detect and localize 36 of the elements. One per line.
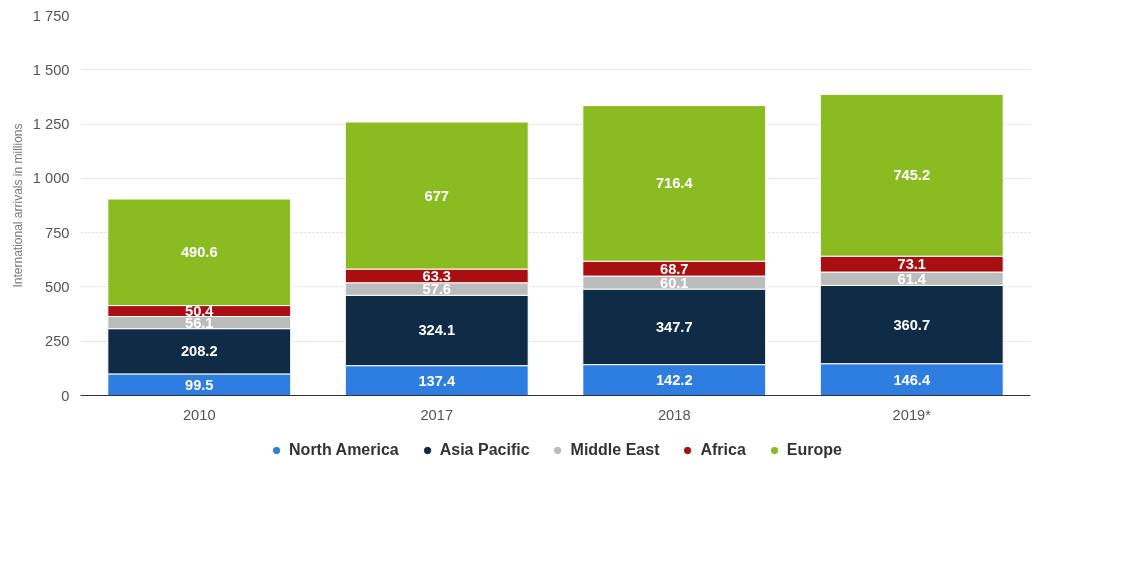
- y-tick-label: 1 500: [32, 61, 70, 78]
- data-label: 716.4: [655, 175, 694, 192]
- legend-label: Africa: [700, 441, 746, 459]
- data-label: 146.4: [893, 371, 931, 388]
- legend-label: Europe: [786, 441, 842, 459]
- x-tick-label: 2018: [657, 406, 691, 423]
- data-label: 60.1: [659, 274, 689, 291]
- data-label: 61.4: [897, 270, 927, 287]
- data-label: 347.7: [655, 318, 693, 335]
- data-label: 73.1: [897, 256, 927, 273]
- y-tick-label: 750: [45, 224, 70, 241]
- data-label: 99.5: [184, 376, 214, 393]
- data-label: 142.2: [655, 372, 693, 389]
- y-axis-title: International arrivals in millions: [10, 123, 25, 288]
- data-label: 745.2: [893, 167, 931, 184]
- y-tick-label: 500: [45, 278, 70, 295]
- y-tick-label: 1 250: [32, 116, 70, 133]
- data-label: 63.3: [422, 267, 452, 284]
- data-label: 324.1: [418, 322, 456, 339]
- data-label: 208.2: [180, 343, 218, 360]
- x-tick-label: 2010: [182, 406, 216, 423]
- data-label: 360.7: [893, 316, 931, 333]
- data-label: 677: [424, 187, 449, 204]
- legend-label: Asia Pacific: [439, 441, 530, 459]
- x-tick-label: 2017: [420, 406, 454, 423]
- data-label: 68.7: [659, 260, 689, 277]
- y-tick-label: 1 000: [32, 170, 70, 187]
- legend-label: North America: [289, 441, 399, 459]
- data-label: 137.4: [418, 372, 456, 389]
- legend-label: Middle East: [570, 441, 660, 459]
- y-tick-label: 0: [61, 387, 70, 404]
- x-tick-label: 2019*: [892, 406, 932, 423]
- data-label: 57.6: [422, 281, 452, 298]
- data-label: 490.6: [180, 244, 218, 261]
- y-tick-label: 250: [45, 333, 70, 350]
- y-tick-label: 1 750: [32, 7, 70, 24]
